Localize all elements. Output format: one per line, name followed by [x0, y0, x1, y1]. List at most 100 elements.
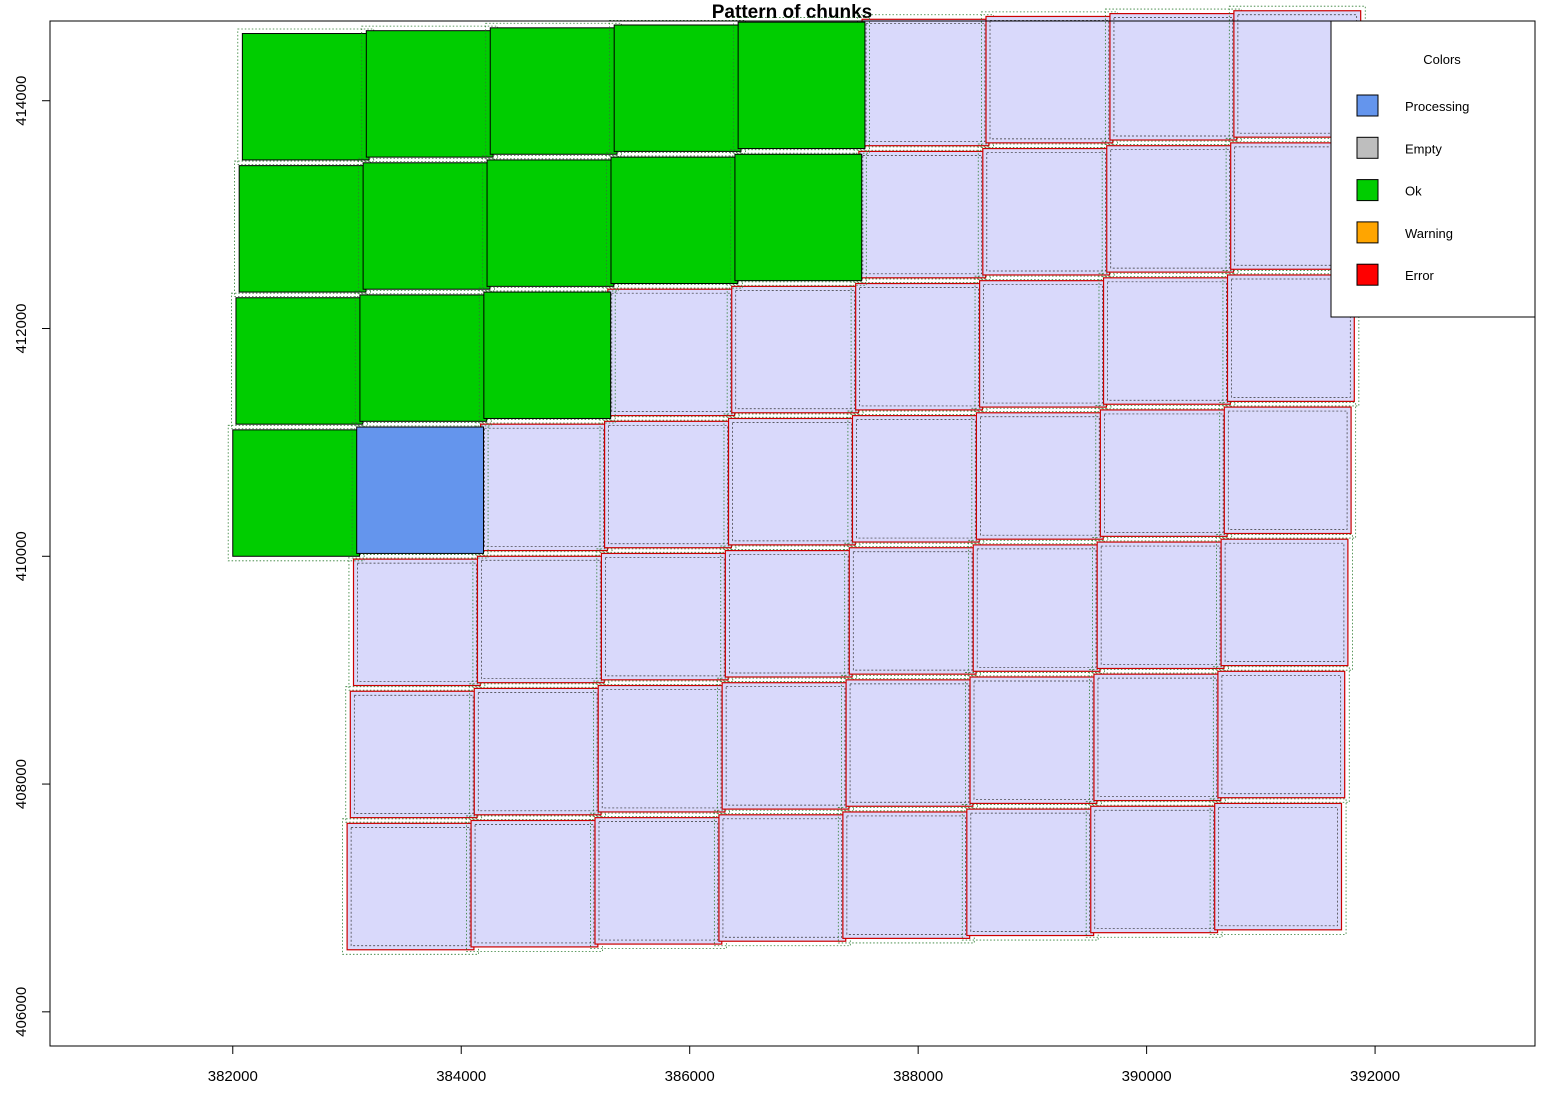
legend-label: Processing: [1405, 99, 1469, 114]
chunk-pending: [848, 547, 977, 675]
chunk-inner-outline: [849, 683, 970, 803]
chunk-tile: [599, 416, 737, 553]
chunk-tile: [857, 14, 994, 151]
chunk-pending: [842, 811, 971, 939]
chunk-processing: [356, 426, 485, 554]
chunk-tile: [729, 149, 867, 286]
chunk-tile: [841, 674, 978, 812]
chunk-inner-outline: [728, 554, 849, 674]
chunk-tile: [478, 287, 616, 424]
legend-swatch: [1356, 136, 1379, 159]
chunk-pending: [861, 18, 990, 147]
y-tick-label: 408000: [13, 759, 30, 809]
chunk-pending: [597, 684, 726, 813]
chunk-ok: [241, 33, 370, 161]
x-tick-label: 386000: [665, 1068, 715, 1085]
x-tick-label: 384000: [436, 1068, 486, 1085]
chunk-pending: [975, 412, 1104, 540]
chunk-tile: [1104, 8, 1242, 145]
chunk-tile: [1085, 801, 1223, 938]
chunk-tile: [358, 157, 495, 295]
chunk-pending: [1217, 670, 1346, 799]
legend-label: Warning: [1405, 226, 1453, 241]
chunk-pending: [1093, 673, 1222, 802]
chunk-pending: [1220, 538, 1349, 667]
chunk-inner-outline: [481, 559, 601, 680]
chunk-tile: [1098, 272, 1236, 410]
chunk-pending: [858, 150, 987, 279]
chunk-pending: [845, 679, 974, 807]
chunk-tile: [974, 275, 1112, 413]
chunk-pending: [1223, 406, 1352, 535]
chunk-ok: [613, 24, 742, 152]
chunk-inner-outline: [1234, 146, 1354, 266]
chunk-pending: [1099, 409, 1228, 537]
chunk-pending: [721, 682, 850, 810]
chunk-pending: [718, 814, 847, 942]
chunk-tile: [342, 818, 479, 955]
chunk-tile: [720, 545, 858, 682]
chunk-pending: [1090, 805, 1219, 934]
chunk-inner-outline: [989, 20, 1110, 140]
chunk-tile: [234, 160, 371, 298]
chunk-tile: [968, 539, 1105, 677]
chunk-ok: [365, 30, 494, 158]
x-tick-label: 382000: [208, 1068, 258, 1085]
x-tick-label: 388000: [893, 1068, 943, 1085]
chunk-buffer-outline: [1222, 270, 1360, 407]
chunk-inner-outline: [601, 689, 722, 809]
y-tick-label: 414000: [13, 76, 30, 126]
chunk-pending: [724, 549, 853, 678]
chunk-tile: [847, 410, 985, 547]
chunk-inner-outline: [1100, 545, 1221, 665]
chunk-tile: [1095, 404, 1233, 542]
chunk-ok: [362, 162, 491, 290]
chunk-pending: [470, 819, 599, 948]
chunk-inner-outline: [865, 22, 986, 143]
chunk-tiles: [227, 5, 1366, 955]
chunk-inner-outline: [605, 557, 725, 677]
chunk-ok: [483, 291, 612, 419]
chunk-tile: [475, 419, 613, 556]
chunk-inner-outline: [725, 686, 846, 806]
chunk-tile: [726, 281, 864, 418]
chunk-inner-outline: [484, 427, 604, 547]
chunk-tile: [837, 807, 975, 944]
chunk-pending: [969, 676, 1098, 805]
chunk-inner-outline: [611, 292, 731, 412]
chunk-pending: [603, 420, 732, 549]
chunk-inner-outline: [986, 152, 1106, 272]
chunk-pending: [972, 544, 1101, 672]
chunk-inner-outline: [862, 155, 983, 275]
chunk-tile: [1216, 534, 1353, 671]
legend-swatch: [1356, 221, 1379, 244]
chunk-inner-outline: [735, 290, 855, 410]
chunk-tile: [227, 424, 365, 562]
chunk-pending: [982, 147, 1111, 276]
chunk-inner-outline: [357, 562, 477, 682]
chunk-inner-outline: [846, 815, 967, 935]
chunk-tile: [717, 677, 854, 815]
chunk-inner-outline: [608, 424, 728, 545]
chunk-pending: [600, 552, 729, 681]
chunk-pending: [855, 282, 984, 411]
chunk-ok: [232, 429, 361, 557]
chunk-inner-outline: [1097, 677, 1218, 797]
chunk-tile: [713, 809, 851, 947]
chunk-pending: [979, 280, 1108, 408]
chunk-inner-outline: [983, 284, 1103, 404]
chunk-ok: [238, 165, 367, 293]
chunk-pending: [349, 690, 478, 819]
chunk-buffer-outline: [733, 17, 870, 154]
chunk-buffer-outline: [1219, 402, 1357, 539]
chunk-tile: [596, 548, 734, 685]
chunk-buffer-outline: [1212, 666, 1350, 803]
chunk-ok: [489, 27, 618, 155]
chunk-pending: [480, 423, 609, 552]
chunk-inner-outline: [1224, 542, 1345, 662]
chunk-buffer-outline: [351, 422, 489, 559]
x-axis: 382000 384000 386000 388000 390000 392000: [208, 1045, 1400, 1085]
chunk-tile: [472, 551, 610, 688]
legend-swatch: [1356, 179, 1379, 202]
chunk-tile: [853, 146, 991, 283]
